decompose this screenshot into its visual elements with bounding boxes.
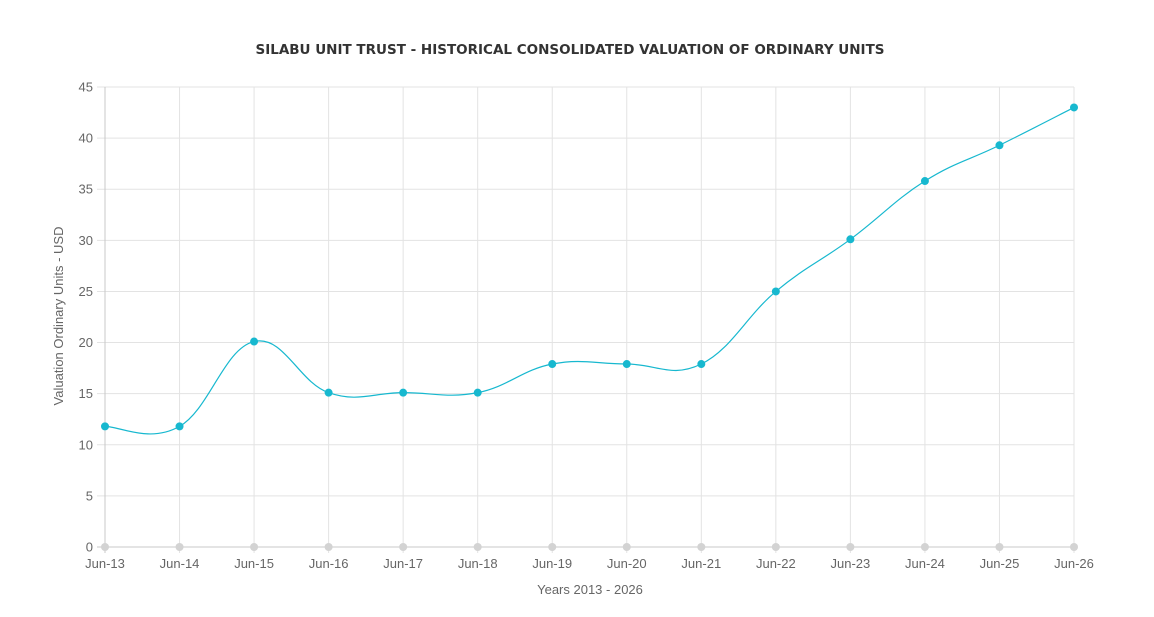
y-tick-label: 40 <box>79 131 93 146</box>
data-point[interactable] <box>548 360 557 369</box>
data-point[interactable] <box>697 543 706 551</box>
x-tick-label: Jun-23 <box>831 556 871 571</box>
x-tick-label: Jun-13 <box>85 556 125 571</box>
x-tick-label: Jun-22 <box>756 556 796 571</box>
y-tick-label: 10 <box>79 437 93 452</box>
data-point[interactable] <box>771 287 780 296</box>
x-tick-label: Jun-15 <box>234 556 274 571</box>
x-tick-label: Jun-20 <box>607 556 647 571</box>
y-tick-label: 5 <box>86 488 93 503</box>
y-tick-label: 20 <box>79 335 93 350</box>
data-point[interactable] <box>1070 543 1078 551</box>
x-tick-label: Jun-14 <box>160 556 200 571</box>
data-point[interactable] <box>995 141 1004 150</box>
data-point[interactable] <box>697 360 706 369</box>
data-point[interactable] <box>324 388 333 397</box>
data-point[interactable] <box>399 543 408 551</box>
y-tick-label: 35 <box>79 182 93 197</box>
data-point[interactable] <box>101 543 109 551</box>
x-tick-label: Jun-24 <box>905 556 945 571</box>
data-point[interactable] <box>1070 103 1078 112</box>
data-point[interactable] <box>324 543 333 551</box>
y-axis-ticks: 0 5 10 15 20 25 30 35 40 45 <box>79 80 93 555</box>
y-tick-label: 30 <box>79 233 93 248</box>
x-tick-label: Jun-19 <box>532 556 572 571</box>
series-layer <box>101 103 1078 551</box>
data-point[interactable] <box>250 337 259 346</box>
x-axis-label: Years 2013 - 2026 <box>537 582 643 597</box>
data-point[interactable] <box>473 543 482 551</box>
data-point[interactable] <box>920 177 929 186</box>
series-line <box>104 106 1075 435</box>
y-tick-label: 15 <box>79 386 93 401</box>
x-axis-ticks: Jun-13 Jun-14 Jun-15 Jun-16 Jun-17 Jun-18 Jun-… <box>85 556 1094 571</box>
y-tick-label: 45 <box>79 80 93 95</box>
data-point[interactable] <box>846 543 855 551</box>
y-axis-label: Valuation Ordinary Units - USD <box>51 227 66 406</box>
x-tick-label: Jun-16 <box>309 556 349 571</box>
data-point[interactable] <box>175 543 184 551</box>
data-point[interactable] <box>622 360 631 369</box>
grid <box>97 86 1075 553</box>
data-point[interactable] <box>101 422 109 431</box>
data-point[interactable] <box>920 543 929 551</box>
x-tick-label: Jun-17 <box>383 556 423 571</box>
data-point[interactable] <box>622 543 631 551</box>
x-tick-label: Jun-26 <box>1054 556 1094 571</box>
y-tick-label: 0 <box>86 540 93 555</box>
data-point[interactable] <box>771 543 780 551</box>
data-point[interactable] <box>473 388 482 397</box>
x-tick-label: Jun-18 <box>458 556 498 571</box>
x-tick-label: Jun-25 <box>980 556 1020 571</box>
y-tick-label: 25 <box>79 284 93 299</box>
data-point[interactable] <box>548 543 557 551</box>
data-point[interactable] <box>846 235 855 244</box>
data-point[interactable] <box>175 422 184 431</box>
chart-title: SILABU UNIT TRUST - HISTORICAL CONSOLIDA… <box>255 42 884 58</box>
x-tick-label: Jun-21 <box>681 556 721 571</box>
data-point[interactable] <box>995 543 1004 551</box>
data-point[interactable] <box>250 543 259 551</box>
data-point[interactable] <box>399 388 408 397</box>
